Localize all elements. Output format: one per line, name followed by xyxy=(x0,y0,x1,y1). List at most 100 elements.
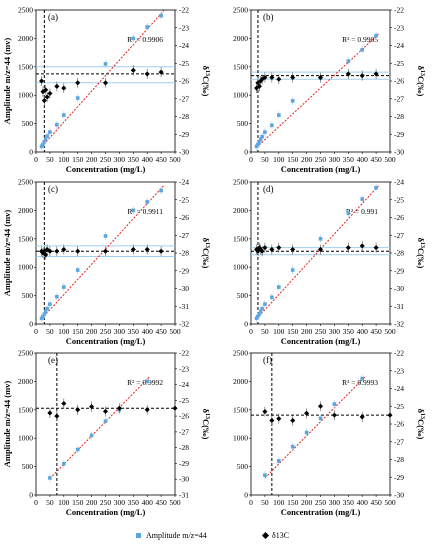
x-tick-label: 500 xyxy=(384,498,396,507)
amplitude-point xyxy=(332,402,337,406)
delta-point xyxy=(359,73,365,79)
delta-point xyxy=(102,408,109,414)
panel-label: (c) xyxy=(48,184,58,194)
y2-tick-label: -29 xyxy=(394,266,404,275)
y2-tick-label: -28 xyxy=(394,249,404,258)
x-tick-label: 50 xyxy=(261,155,269,164)
panel-label: (e) xyxy=(48,355,58,365)
y-tick-label: 0 xyxy=(29,320,33,329)
delta-point xyxy=(47,410,53,416)
y-tick-label: 2000 xyxy=(233,377,248,386)
delta-point xyxy=(269,74,275,80)
delta-point xyxy=(47,248,53,254)
amplitude-point xyxy=(277,113,281,117)
y2-tick-label: -28 xyxy=(179,443,189,452)
y-tick-label: 1500 xyxy=(18,234,33,243)
r2-label: R² = 0.9993 xyxy=(342,378,378,387)
y2-tick-label: -23 xyxy=(394,23,404,32)
x-tick-label: 200 xyxy=(301,155,313,164)
panel-label: (d) xyxy=(263,184,274,194)
delta-point xyxy=(54,413,60,419)
amplitude-point xyxy=(159,13,163,18)
x-tick-label: 450 xyxy=(370,498,382,507)
x-tick-label: 350 xyxy=(128,498,140,507)
amplitude-point xyxy=(263,130,267,134)
y-tick-label: 1500 xyxy=(18,405,33,414)
delta-point xyxy=(158,248,164,254)
amplitude-point xyxy=(290,444,295,449)
x-tick-label: 250 xyxy=(315,155,327,164)
delta-point xyxy=(331,412,337,418)
y-tick-label: 0 xyxy=(244,148,248,157)
legend-amplitude-label: Amplitude m/z=44 xyxy=(146,531,207,540)
y-tick-label: 2500 xyxy=(18,178,33,187)
delta-point xyxy=(89,404,95,410)
fit-line xyxy=(49,375,151,479)
y-tick-label: 2000 xyxy=(18,206,33,215)
x-tick-label: 400 xyxy=(142,498,154,507)
amplitude-point xyxy=(45,306,49,311)
amplitude-point xyxy=(318,237,323,241)
x-tick-label: 300 xyxy=(329,327,341,336)
delta-point xyxy=(61,85,67,91)
amplitude-point xyxy=(131,36,136,41)
x-tick-label: 450 xyxy=(155,498,167,507)
amplitude-point xyxy=(346,59,351,63)
y2-tick-label: -23 xyxy=(179,364,189,373)
x-tick-label: 200 xyxy=(86,498,98,507)
y-tick-label: 2500 xyxy=(18,6,33,15)
y2-tick-label: -27 xyxy=(394,231,404,240)
x-tick-label: 350 xyxy=(128,327,140,336)
y-tick-label: 1000 xyxy=(18,91,33,100)
x-tick-label: 500 xyxy=(384,155,396,164)
delta-point xyxy=(116,405,122,411)
amplitude-point xyxy=(75,268,80,272)
x-tick-label: 100 xyxy=(273,155,285,164)
delta-point xyxy=(144,71,150,77)
amplitude-point xyxy=(42,312,47,317)
x-axis-title: Concentration (mg/L) xyxy=(66,164,146,174)
y2-tick-label: -22 xyxy=(394,349,404,358)
delta-point xyxy=(304,410,310,416)
y2-tick-label: -27 xyxy=(179,427,189,436)
y2-axis-title: δ13C(‰) xyxy=(201,66,211,97)
x-tick-label: 150 xyxy=(72,155,84,164)
x-tick-label: 150 xyxy=(72,327,84,336)
delta-point xyxy=(61,400,67,407)
y2-tick-label: -26 xyxy=(394,420,404,429)
amplitude-point xyxy=(260,134,264,139)
x-tick-label: 300 xyxy=(114,327,126,336)
panel-label: (b) xyxy=(263,12,274,22)
y-tick-label: 2000 xyxy=(18,34,33,43)
amplitude-point xyxy=(75,96,80,100)
x-tick-label: 100 xyxy=(273,498,285,507)
y2-tick-label: -30 xyxy=(179,284,189,293)
x-tick-label: 250 xyxy=(315,327,327,336)
amplitude-point xyxy=(43,137,48,141)
amplitude-point xyxy=(360,197,364,201)
legend-delta13c-marker xyxy=(261,531,270,540)
y2-axis-title: δ13C(‰) xyxy=(416,66,426,97)
r2-label: R² = 0.9992 xyxy=(127,378,163,387)
x-axis-title: Concentration (mg/L) xyxy=(66,507,146,517)
delta-point xyxy=(75,80,81,86)
y-tick-label: 2000 xyxy=(233,34,248,43)
delta-point xyxy=(276,416,282,422)
delta-point xyxy=(102,80,109,86)
x-tick-label: 200 xyxy=(301,498,313,507)
y-tick-label: 1000 xyxy=(233,434,248,443)
y2-tick-label: -30 xyxy=(179,475,189,484)
delta-point xyxy=(44,94,50,100)
y2-tick-label: -29 xyxy=(179,459,189,468)
y2-tick-label: -26 xyxy=(179,77,189,86)
y2-tick-label: -27 xyxy=(179,231,189,240)
delta-point xyxy=(130,67,136,73)
y2-tick-label: -32 xyxy=(179,320,189,329)
y2-tick-label: -23 xyxy=(179,23,189,32)
delta-point xyxy=(259,248,265,254)
amplitude-point xyxy=(374,33,378,38)
y-tick-label: 2500 xyxy=(233,349,248,358)
y2-tick-label: -28 xyxy=(179,112,189,121)
y-tick-label: 500 xyxy=(22,291,34,300)
delta-point xyxy=(172,405,178,411)
